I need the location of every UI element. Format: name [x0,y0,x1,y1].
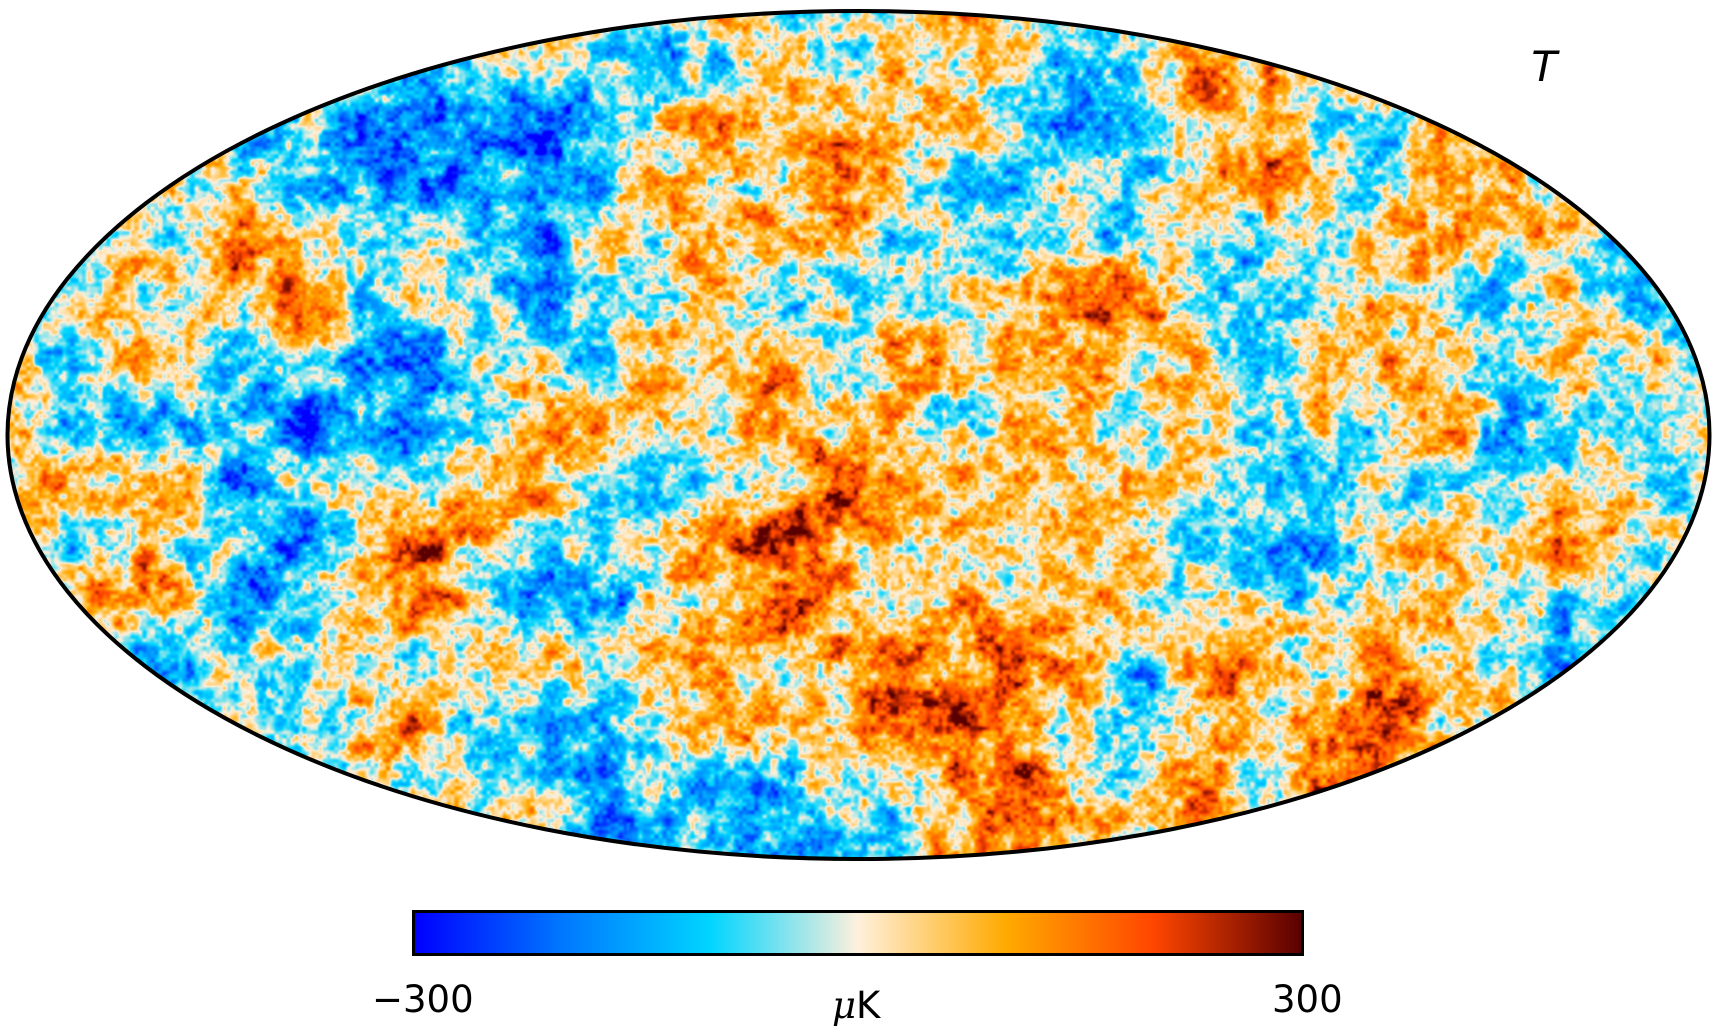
sky-map: T [0,0,1717,870]
mollweide-ellipse [5,9,1712,861]
colorbar [412,910,1304,956]
map-boundary [5,9,1712,861]
colorbar-unit-label: μK [832,984,880,1027]
field-label: T [1531,42,1557,91]
colorbar-max-label: 300 [1272,978,1343,1021]
unit-suffix: K [856,984,881,1027]
unit-prefix: μ [832,984,857,1027]
temperature-map-canvas [0,0,1717,870]
colorbar-min-label: −300 [372,978,474,1021]
